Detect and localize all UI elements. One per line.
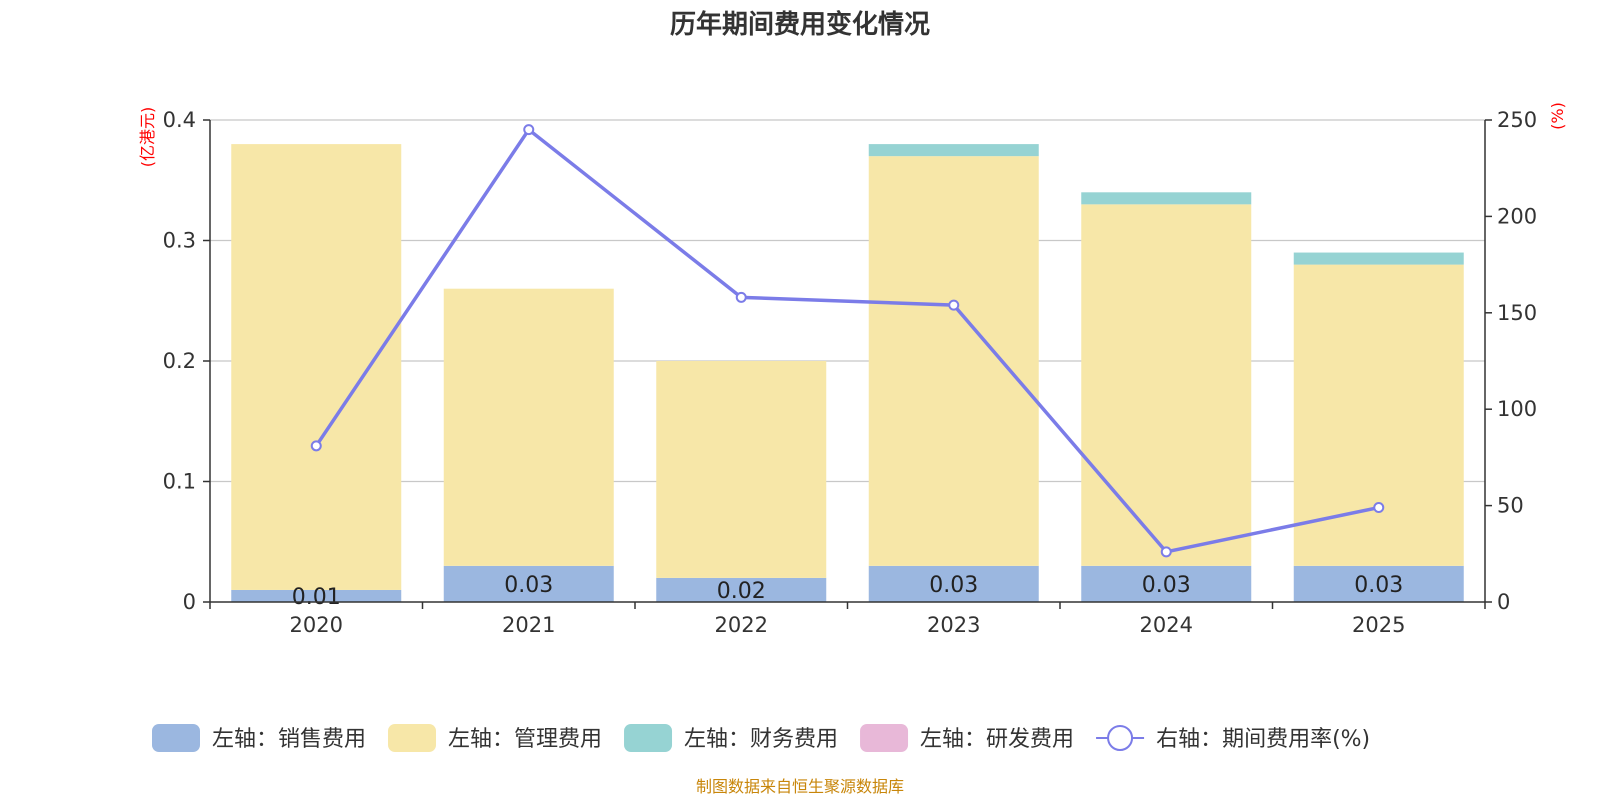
- right-axis-unit: (%): [1548, 102, 1567, 130]
- bar-segment: [231, 589, 402, 602]
- bar-segment: [868, 144, 1039, 157]
- legend-swatch: [624, 724, 673, 752]
- left-axis-tick-label: 0.4: [163, 108, 196, 132]
- x-axis-tick-label: 2025: [1352, 613, 1405, 637]
- bar-series: [231, 144, 1464, 602]
- left-axis-tick-label: 0.3: [163, 229, 196, 253]
- right-axis-tick-label: 50: [1497, 494, 1524, 518]
- bar-data-label: 0.03: [1354, 573, 1403, 598]
- bar-segment: [443, 565, 614, 602]
- legend[interactable]: 左轴：销售费用 左轴：管理费用 左轴：财务费用 左轴：研发费用 右轴：期间费用率(%): [152, 724, 1370, 752]
- bar-segment: [231, 144, 402, 590]
- right-axis-tick-label: 200: [1497, 204, 1537, 228]
- line-point: [1160, 546, 1172, 558]
- line-series: [310, 124, 1385, 558]
- line-point: [310, 440, 322, 452]
- bar-labels: 0.01 0.03 0.02 0.03 0.03 0.03: [292, 573, 1403, 610]
- legend-label: 右轴：期间费用率(%): [1156, 727, 1370, 752]
- axes: 0 0.1 0.2 0.3 0.4 0 50 100 150 200 250 2020 2021 2022…: [163, 108, 1538, 637]
- line-point: [523, 124, 535, 136]
- bar-segment: [1081, 192, 1252, 205]
- bar-segment: [443, 288, 614, 566]
- bar-data-label: 0.03: [1142, 573, 1191, 598]
- bar-segment: [656, 577, 827, 602]
- legend-item[interactable]: 左轴：管理费用: [388, 724, 602, 752]
- line-path: [314, 127, 1380, 554]
- legend-label: 左轴：研发费用: [920, 727, 1074, 752]
- gridlines: [210, 119, 1485, 483]
- bar-data-label: 0.03: [929, 573, 978, 598]
- right-axis-tick-label: 250: [1497, 108, 1537, 132]
- legend-label: 左轴：管理费用: [448, 727, 602, 752]
- x-axis-tick-label: 2022: [715, 613, 768, 637]
- left-axis-tick-label: 0.2: [163, 349, 196, 373]
- bar-segment: [1081, 565, 1252, 602]
- legend-swatch: [152, 724, 200, 752]
- bar-segment: [656, 361, 827, 578]
- bar-segment: [1081, 204, 1252, 566]
- legend-swatch-marker: [1107, 725, 1134, 751]
- x-axis-tick-label: 2020: [290, 613, 343, 637]
- left-axis-tick-label: 0.1: [163, 470, 196, 494]
- bar-segment: [1293, 252, 1464, 265]
- right-axis-tick-label: 100: [1497, 397, 1537, 421]
- bar-data-label: 0.01: [292, 585, 341, 610]
- bar-data-label: 0.02: [717, 579, 766, 604]
- data-source-note: 制图数据来自恒生聚源数据库: [696, 777, 904, 796]
- line-point: [1373, 502, 1385, 514]
- bar-segment: [868, 565, 1039, 602]
- legend-label: 左轴：销售费用: [212, 727, 366, 752]
- legend-swatch: [860, 724, 909, 752]
- line-point: [735, 291, 747, 303]
- legend-swatch: [388, 724, 437, 752]
- chart-title: 历年期间费用变化情况: [670, 9, 930, 40]
- legend-item[interactable]: 左轴：研发费用: [860, 724, 1074, 752]
- line-point: [948, 299, 960, 311]
- x-axis-tick-label: 2024: [1140, 613, 1193, 637]
- legend-item[interactable]: 左轴：财务费用: [624, 724, 838, 752]
- legend-label: 左轴：财务费用: [684, 727, 838, 752]
- bar-data-label: 0.03: [504, 573, 553, 598]
- legend-item[interactable]: 右轴：期间费用率(%): [1096, 725, 1370, 752]
- bar-segment: [868, 156, 1039, 566]
- right-axis-tick-label: 0: [1497, 590, 1510, 614]
- legend-item[interactable]: 左轴：销售费用: [152, 724, 366, 752]
- bar-segment: [1293, 264, 1464, 566]
- x-axis-tick-label: 2021: [502, 613, 555, 637]
- bar-segment: [1293, 565, 1464, 602]
- x-axis-tick-label: 2023: [927, 613, 980, 637]
- left-axis-tick-label: 0: [183, 590, 196, 614]
- left-axis-unit: (亿港元): [138, 107, 157, 168]
- right-axis-tick-label: 150: [1497, 301, 1537, 325]
